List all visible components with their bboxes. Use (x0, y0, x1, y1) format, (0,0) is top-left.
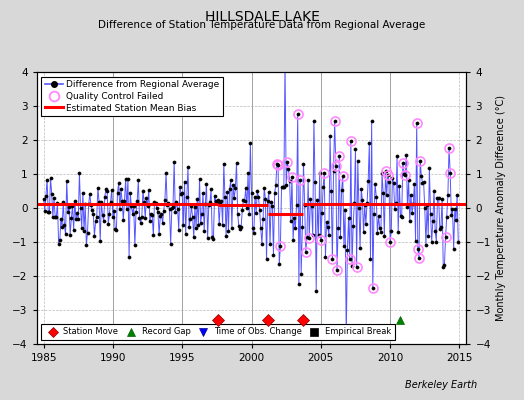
Text: Difference of Station Temperature Data from Regional Average: Difference of Station Temperature Data f… (99, 20, 425, 30)
Text: HILLSDALE LAKE: HILLSDALE LAKE (204, 10, 320, 24)
Y-axis label: Monthly Temperature Anomaly Difference (°C): Monthly Temperature Anomaly Difference (… (496, 95, 506, 321)
Legend: Station Move, Record Gap, Time of Obs. Change, Empirical Break: Station Move, Record Gap, Time of Obs. C… (41, 324, 395, 340)
Text: Berkeley Earth: Berkeley Earth (405, 380, 477, 390)
